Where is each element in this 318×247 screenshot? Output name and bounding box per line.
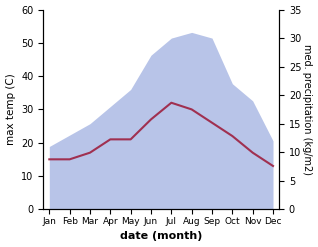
Y-axis label: med. precipitation (kg/m2): med. precipitation (kg/m2)	[302, 44, 313, 175]
Y-axis label: max temp (C): max temp (C)	[5, 74, 16, 145]
X-axis label: date (month): date (month)	[120, 231, 202, 242]
